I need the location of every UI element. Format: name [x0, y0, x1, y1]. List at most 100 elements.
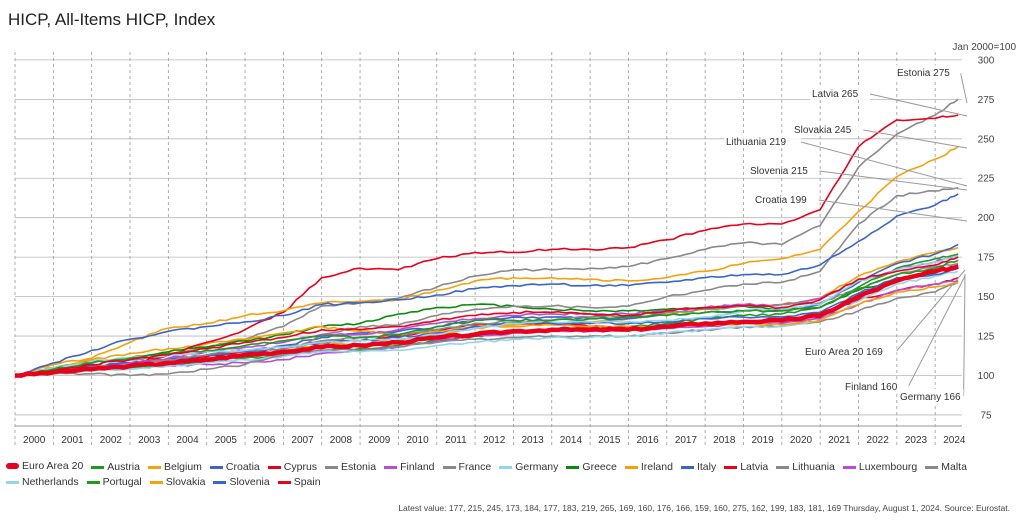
- legend-label: Spain: [293, 476, 321, 488]
- legend-swatch: [842, 465, 856, 469]
- y-tick-label: 175: [978, 253, 995, 264]
- x-tick-label: 2005: [215, 435, 238, 446]
- x-tick-label: 2017: [675, 435, 698, 446]
- y-tick-label: 250: [978, 134, 995, 145]
- annotation-background: [895, 65, 961, 79]
- y-tick-label: 225: [978, 174, 995, 185]
- legend-swatch: [776, 465, 790, 469]
- legend: Euro Area 20 Austria Belgium Croatia Cyprus E…: [6, 458, 1016, 490]
- legend-item[interactable]: Slovenia: [213, 475, 270, 490]
- annotation-background: [753, 192, 819, 206]
- legend-item[interactable]: Portugal: [86, 475, 142, 490]
- legend-item[interactable]: Luxembourg: [842, 460, 917, 475]
- annotation-leader-line: [819, 170, 968, 191]
- legend-swatch: [149, 480, 163, 484]
- annotation-label: Estonia 275: [897, 68, 950, 79]
- y-tick-label: 275: [978, 95, 995, 106]
- legend-item[interactable]: Netherlands: [6, 475, 79, 490]
- series-line-netherlands: [14, 254, 959, 377]
- annotation-background: [843, 379, 909, 393]
- legend-swatch: [147, 465, 161, 469]
- legend-item[interactable]: Ireland: [624, 460, 673, 475]
- annotation-background: [748, 163, 820, 177]
- annotation-label: Lithuania 219: [726, 137, 786, 148]
- annotation-background: [724, 134, 801, 148]
- annotation-leader-line: [800, 141, 968, 187]
- annotation-label: Slovakia 245: [794, 125, 852, 136]
- x-tick-label: 2023: [905, 435, 928, 446]
- legend-label: Slovakia: [165, 476, 206, 488]
- annotation-label: Germany 166: [900, 392, 961, 403]
- legend-item[interactable]: France: [442, 460, 491, 475]
- x-tick-label: 2010: [406, 435, 429, 446]
- series-line-slovenia: [14, 193, 959, 377]
- legend-item[interactable]: Croatia: [209, 460, 260, 475]
- y-tick-label: 150: [978, 292, 995, 303]
- series-line-finland: [14, 280, 959, 377]
- y-tick-label: 300: [978, 55, 995, 66]
- legend-item[interactable]: Euro Area 20: [6, 458, 83, 473]
- series-line-croatia: [14, 243, 959, 377]
- legend-label: Finland: [400, 461, 435, 473]
- legend-swatch: [209, 465, 223, 469]
- legend-item[interactable]: Italy: [680, 460, 717, 475]
- series-line-slovakia: [14, 146, 959, 377]
- grid-layer: [14, 52, 962, 448]
- legend-label: Croatia: [225, 461, 260, 473]
- annotation-background: [898, 389, 964, 403]
- legend-swatch: [6, 462, 19, 469]
- legend-swatch: [267, 465, 281, 469]
- legend-item[interactable]: Latvia: [724, 460, 768, 475]
- legend-label: Netherlands: [22, 476, 79, 488]
- annotation-label: Slovenia 215: [750, 166, 808, 177]
- legend-swatch: [213, 480, 227, 484]
- series-line-luxembourg: [14, 254, 959, 377]
- x-tick-label: 2012: [483, 435, 506, 446]
- legend-item[interactable]: Lithuania: [776, 460, 835, 475]
- legend-swatch: [86, 480, 100, 484]
- x-tick-label: 2016: [636, 435, 659, 446]
- annotation-background: [792, 122, 864, 136]
- legend-item[interactable]: Germany: [499, 460, 558, 475]
- legend-label: Euro Area 20: [22, 459, 84, 472]
- legend-label: Portugal: [102, 476, 142, 488]
- series-layer: [14, 98, 959, 378]
- x-tick-label: 2009: [368, 435, 391, 446]
- legend-item[interactable]: Belgium: [147, 460, 202, 475]
- x-tick-label: 2011: [445, 435, 467, 446]
- legend-label: Greece: [582, 461, 617, 473]
- x-tick-label: 2018: [713, 435, 736, 446]
- legend-swatch: [91, 465, 105, 469]
- legend-label: Latvia: [740, 461, 769, 473]
- axis-layer: 75 100 125 150 175 200 225 250 275 300 2000 2001 200…: [15, 55, 995, 446]
- legend-item[interactable]: Greece: [566, 460, 617, 475]
- legend-swatch: [680, 465, 694, 469]
- annotation-label: Euro Area 20 169: [805, 347, 883, 358]
- annotation-background: [803, 344, 897, 358]
- legend-label: Lithuania: [792, 461, 835, 473]
- x-tick-label: 2015: [598, 435, 621, 446]
- annotation-leader-line: [863, 129, 968, 149]
- legend-item[interactable]: Cyprus: [267, 460, 318, 475]
- x-tick-label: 2003: [138, 435, 161, 446]
- x-tick-label: 2014: [560, 435, 583, 446]
- x-tick-label: 2020: [790, 435, 813, 446]
- legend-label: Cyprus: [283, 461, 318, 473]
- legend-item[interactable]: Finland: [384, 460, 435, 475]
- annotation-leader-line: [818, 199, 968, 222]
- legend-item[interactable]: Malta: [925, 460, 967, 475]
- y-tick-label: 200: [978, 213, 995, 224]
- legend-item[interactable]: Slovakia: [149, 475, 206, 490]
- legend-swatch: [384, 465, 398, 469]
- legend-item[interactable]: Austria: [91, 460, 140, 475]
- legend-swatch: [325, 465, 339, 469]
- series-line-spain: [14, 256, 959, 377]
- series-line-euro-area-20: [14, 264, 959, 378]
- legend-label: Italy: [696, 461, 717, 473]
- y-axis-unit-label: Jan 2000=100: [952, 42, 1016, 53]
- legend-swatch: [724, 465, 738, 469]
- x-tick-label: 2001: [61, 435, 84, 446]
- annotation-leader-line: [960, 72, 968, 104]
- legend-item[interactable]: Estonia: [325, 460, 376, 475]
- legend-item[interactable]: Spain: [277, 475, 321, 490]
